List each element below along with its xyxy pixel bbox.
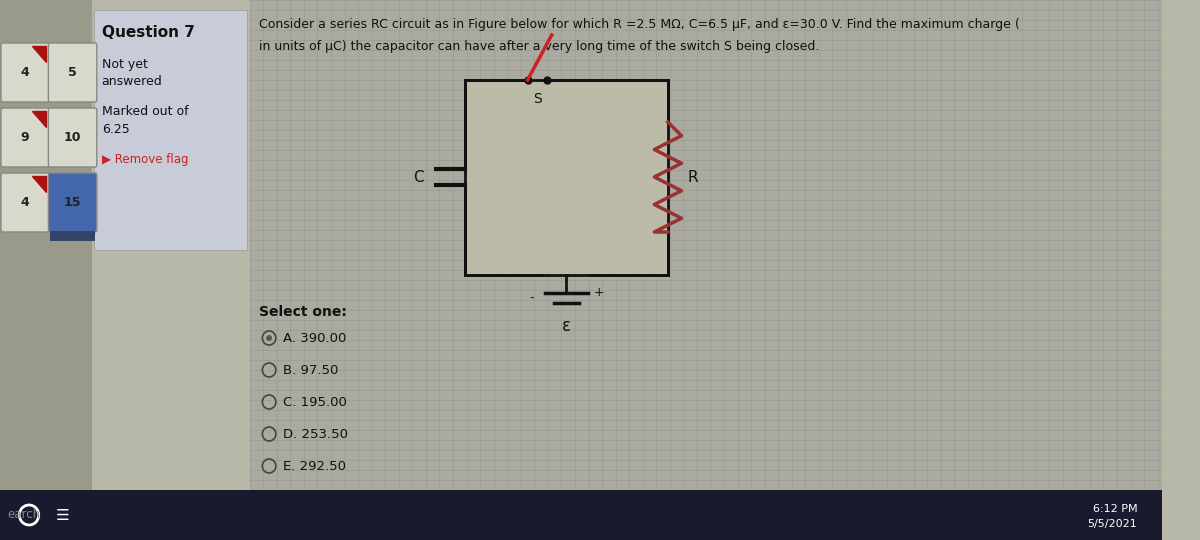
Text: E. 292.50: E. 292.50 bbox=[283, 460, 346, 472]
Text: 4: 4 bbox=[20, 196, 30, 209]
Text: Consider a series RC circuit as in Figure below for which R =2.5 MΩ, C=6.5 µF, a: Consider a series RC circuit as in Figur… bbox=[259, 18, 1020, 31]
FancyBboxPatch shape bbox=[48, 108, 97, 167]
Text: 15: 15 bbox=[64, 196, 82, 209]
Bar bbox=[0, 490, 1162, 540]
Text: ▶ Remove flag: ▶ Remove flag bbox=[102, 153, 188, 166]
Text: 6:12 PM: 6:12 PM bbox=[1093, 504, 1138, 514]
Bar bbox=[464, 80, 668, 275]
Polygon shape bbox=[32, 111, 47, 127]
Text: 4: 4 bbox=[20, 66, 30, 79]
FancyBboxPatch shape bbox=[1, 108, 49, 167]
Text: Not yet: Not yet bbox=[102, 58, 148, 71]
Text: ε: ε bbox=[562, 317, 571, 335]
FancyBboxPatch shape bbox=[1, 173, 49, 232]
Text: in units of µC) the capacitor can have after a very long time of the switch S be: in units of µC) the capacitor can have a… bbox=[259, 40, 820, 53]
Text: 5/5/2021: 5/5/2021 bbox=[1087, 519, 1138, 529]
Text: ☰: ☰ bbox=[56, 508, 70, 523]
FancyBboxPatch shape bbox=[94, 10, 247, 250]
Text: earch: earch bbox=[7, 509, 41, 522]
Bar bbox=[50, 231, 95, 241]
Text: C. 195.00: C. 195.00 bbox=[283, 395, 347, 408]
Text: Select one:: Select one: bbox=[259, 305, 347, 319]
Polygon shape bbox=[32, 176, 47, 192]
Text: +: + bbox=[593, 287, 604, 300]
Text: 10: 10 bbox=[64, 131, 82, 144]
FancyBboxPatch shape bbox=[1, 43, 49, 102]
Text: Question 7: Question 7 bbox=[102, 25, 194, 40]
Text: 9: 9 bbox=[20, 131, 30, 144]
Text: D. 253.50: D. 253.50 bbox=[283, 428, 348, 441]
Text: Marked out of: Marked out of bbox=[102, 105, 188, 118]
Text: C: C bbox=[413, 170, 424, 185]
FancyBboxPatch shape bbox=[48, 43, 97, 102]
Text: A. 390.00: A. 390.00 bbox=[283, 332, 346, 345]
Bar bbox=[0, 0, 92, 490]
Polygon shape bbox=[32, 46, 47, 62]
Text: S: S bbox=[533, 92, 541, 106]
Text: 6.25: 6.25 bbox=[102, 123, 130, 136]
Text: 5: 5 bbox=[68, 66, 77, 79]
Circle shape bbox=[266, 335, 272, 341]
Text: answered: answered bbox=[102, 75, 162, 88]
Text: B. 97.50: B. 97.50 bbox=[283, 363, 338, 376]
Bar bbox=[250, 0, 1162, 490]
Text: R: R bbox=[688, 170, 698, 185]
Text: -: - bbox=[529, 292, 534, 305]
FancyBboxPatch shape bbox=[48, 173, 97, 232]
